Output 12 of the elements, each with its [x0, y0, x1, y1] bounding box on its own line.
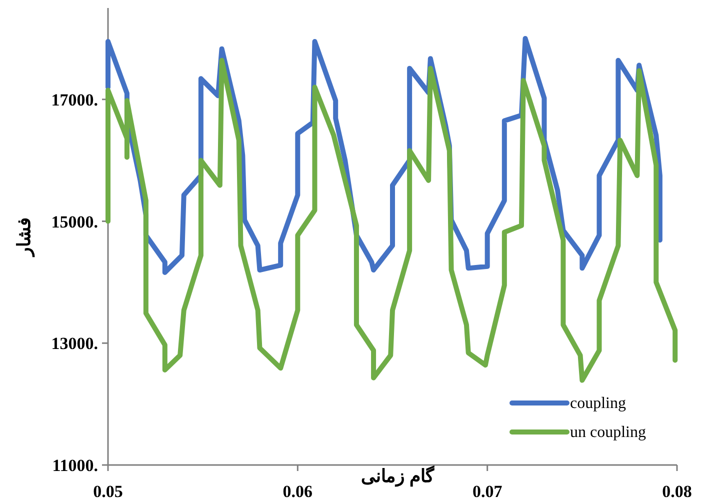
- x-tick-label: 0.05: [93, 482, 123, 501]
- x-tick-label: 0.08: [662, 482, 692, 501]
- x-axis-title: گام زمانی: [360, 465, 434, 487]
- y-tick-label: 11000.: [52, 456, 98, 475]
- y-tick-label: 15000.: [51, 212, 98, 232]
- y-axis-title: فشار: [14, 217, 35, 258]
- x-tick-label: 0.07: [472, 482, 503, 501]
- y-tick-label: 13000.: [51, 334, 98, 354]
- x-tick-label: 0.06: [282, 482, 313, 501]
- y-tick-label: 17000.: [51, 90, 98, 110]
- legend-label: coupling: [570, 395, 626, 412]
- legend-label: un coupling: [570, 424, 646, 441]
